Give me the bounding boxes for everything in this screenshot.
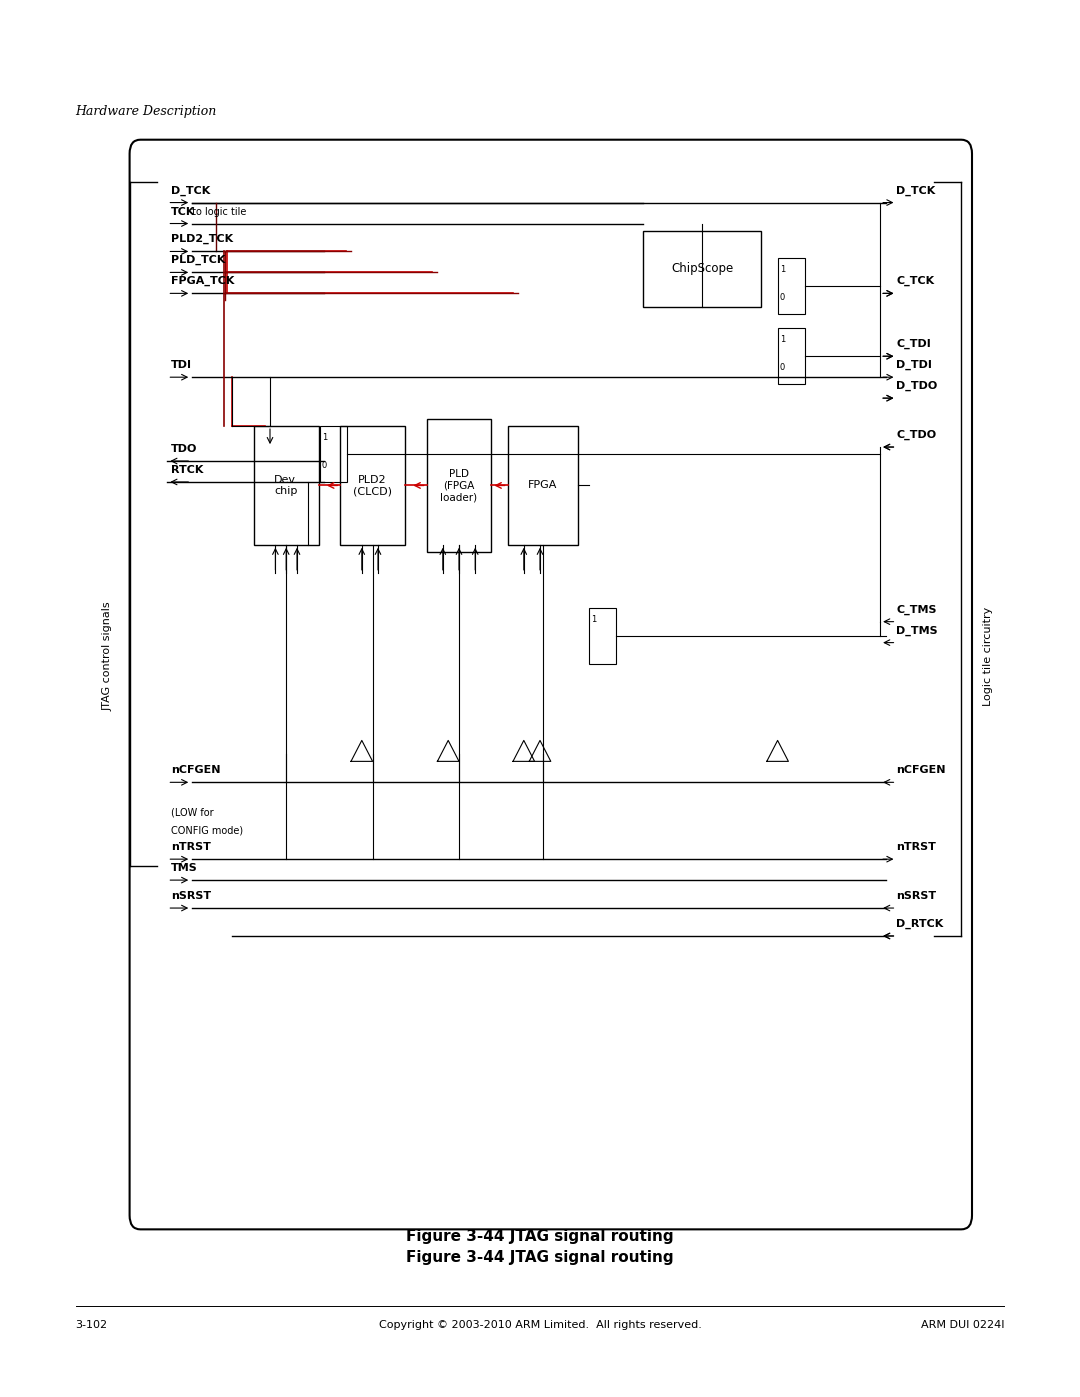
Text: nCFGEN: nCFGEN (896, 766, 946, 775)
Text: 3-102: 3-102 (76, 1320, 108, 1330)
Text: 0: 0 (780, 363, 785, 372)
Text: (LOW for: (LOW for (171, 807, 213, 817)
Text: TMS: TMS (171, 863, 198, 873)
Text: PLD2_TCK: PLD2_TCK (171, 235, 233, 244)
Text: to logic tile: to logic tile (189, 207, 246, 217)
Text: C_TMS: C_TMS (896, 605, 937, 615)
Text: TDI: TDI (171, 360, 191, 370)
Text: Copyright © 2003-2010 ARM Limited.  All rights reserved.: Copyright © 2003-2010 ARM Limited. All r… (379, 1320, 701, 1330)
Text: Hardware Description: Hardware Description (76, 105, 217, 117)
Text: ARM DUI 0224I: ARM DUI 0224I (921, 1320, 1004, 1330)
Text: nSRST: nSRST (896, 891, 936, 901)
Bar (643, 231, 761, 307)
Text: C_TDI: C_TDI (896, 339, 931, 349)
Text: TCK: TCK (171, 207, 195, 217)
Text: D_TMS: D_TMS (896, 626, 939, 636)
Text: nTRST: nTRST (171, 842, 211, 852)
Text: TDO: TDO (171, 444, 197, 454)
Text: 0: 0 (780, 293, 785, 302)
Text: D_TDO: D_TDO (896, 381, 937, 391)
Text: Logic tile circuitry: Logic tile circuitry (983, 606, 994, 707)
Text: PLD_TCK: PLD_TCK (171, 256, 225, 265)
Bar (778, 328, 805, 384)
Text: PLD2
(CLCD): PLD2 (CLCD) (353, 475, 392, 496)
Text: RTCK: RTCK (171, 465, 203, 475)
Text: nCFGEN: nCFGEN (171, 766, 220, 775)
Text: PLD
(FPGA
loader): PLD (FPGA loader) (441, 469, 477, 502)
Text: D_TDI: D_TDI (896, 360, 932, 370)
Text: D_TCK: D_TCK (171, 186, 210, 196)
Text: 1: 1 (591, 615, 596, 623)
Text: CONFIG mode): CONFIG mode) (171, 826, 243, 835)
Bar (320, 426, 347, 482)
Text: D_RTCK: D_RTCK (896, 919, 944, 929)
Text: FPGA_TCK: FPGA_TCK (171, 277, 234, 286)
Text: 1: 1 (780, 265, 785, 274)
Bar (254, 426, 319, 545)
Text: C_TCK: C_TCK (896, 277, 934, 286)
Text: Figure 3-44 JTAG signal routing: Figure 3-44 JTAG signal routing (406, 1229, 674, 1243)
Text: nSRST: nSRST (171, 891, 211, 901)
Bar (508, 426, 578, 545)
Bar (427, 419, 491, 552)
Bar (778, 258, 805, 314)
Text: C_TDO: C_TDO (896, 430, 936, 440)
Text: FPGA: FPGA (528, 481, 557, 490)
Text: 1: 1 (780, 335, 785, 344)
Text: D_TCK: D_TCK (896, 186, 935, 196)
Text: 0: 0 (322, 461, 327, 469)
Text: Dev.
chip: Dev. chip (274, 475, 298, 496)
Text: Figure 3-44 JTAG signal routing: Figure 3-44 JTAG signal routing (406, 1250, 674, 1266)
Bar (340, 426, 405, 545)
Text: ChipScope: ChipScope (671, 263, 733, 275)
Text: 1: 1 (322, 433, 327, 441)
Bar (589, 608, 616, 664)
Text: nTRST: nTRST (896, 842, 936, 852)
Text: JTAG control signals: JTAG control signals (103, 602, 113, 711)
